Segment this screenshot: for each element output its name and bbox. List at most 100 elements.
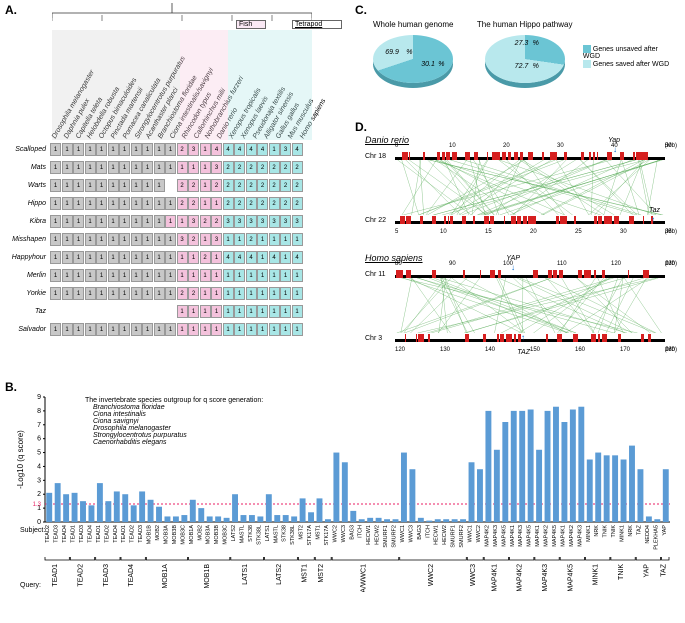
matrix-cell: 1	[119, 215, 130, 228]
matrix-cell: 1	[131, 161, 142, 174]
svg-text:MOB3B: MOB3B	[172, 525, 178, 545]
chr-mark	[463, 270, 465, 278]
matrix-cell: 1	[62, 251, 73, 264]
matrix-cell	[142, 305, 153, 318]
chr-mark	[594, 216, 598, 224]
matrix-cell: 1	[50, 179, 61, 192]
matrix-cell: 1	[50, 161, 61, 174]
danio-title: Danio rerio	[365, 135, 675, 145]
matrix-cell: 1	[223, 287, 234, 300]
matrix-cell: 1	[119, 197, 130, 210]
matrix-cell: 1	[96, 233, 107, 246]
chr-mark	[484, 216, 489, 224]
chr-mark	[640, 152, 644, 160]
taz-arrow2: ↑	[521, 333, 525, 342]
matrix-cell: 1	[96, 251, 107, 264]
svg-text:NEDD4: NEDD4	[645, 525, 651, 544]
svg-text:SMURF2: SMURF2	[392, 525, 398, 548]
svg-text:MAP4K5: MAP4K5	[501, 525, 507, 547]
svg-text:MAP4K3: MAP4K3	[542, 564, 549, 592]
chr-mark	[491, 216, 493, 224]
matrix-cell: 1	[108, 215, 119, 228]
chr-mark	[641, 334, 644, 342]
matrix-cell: 1	[50, 287, 61, 300]
panel-d-label: D.	[355, 120, 367, 134]
matrix-cell: 3	[223, 215, 234, 228]
matrix-cell	[165, 179, 176, 192]
svg-text:MOB3B: MOB3B	[214, 525, 220, 545]
svg-text:TEAD4: TEAD4	[62, 525, 68, 543]
scale-tick: 20	[503, 143, 510, 149]
matrix-cell: 1	[211, 323, 222, 336]
pie2-pct1: 27.3	[515, 40, 529, 47]
matrix-cell: 1	[257, 251, 268, 264]
matrix-cell	[96, 305, 107, 318]
matrix-cell: 1	[73, 233, 84, 246]
matrix-cell: 1	[108, 197, 119, 210]
gene-matrix: Scalloped1111111111123144444134Mats11111…	[50, 140, 310, 338]
matrix-cell: 1	[50, 215, 61, 228]
svg-text:7: 7	[37, 422, 41, 429]
matrix-cell: 4	[257, 143, 268, 156]
chr-mark	[607, 152, 612, 160]
matrix-cell: 1	[200, 197, 211, 210]
scale-tick: 10	[440, 229, 447, 235]
matrix-cell: 1	[62, 233, 73, 246]
svg-text:STK38: STK38	[248, 525, 254, 542]
chr-mark	[557, 334, 561, 342]
svg-text:HECW2: HECW2	[442, 525, 448, 545]
chr-mark	[537, 270, 538, 278]
svg-text:HECW1: HECW1	[434, 525, 440, 545]
matrix-cell: 1	[154, 251, 165, 264]
outgroup-species: Caenorhabditis elegans	[93, 439, 263, 446]
matrix-cell: 1	[165, 215, 176, 228]
matrix-cell: 1	[73, 161, 84, 174]
svg-text:0: 0	[37, 519, 41, 526]
matrix-cell: 1	[200, 233, 211, 246]
matrix-cell: 1	[269, 287, 280, 300]
matrix-cell: 4	[211, 143, 222, 156]
chr-mark	[550, 152, 552, 160]
svg-text:MAP4K2: MAP4K2	[544, 525, 550, 547]
gene-row-merlin: Merlin1111111111111111111111	[50, 266, 310, 284]
chr-mark	[648, 334, 651, 342]
legend-unsaved: Genes unsaved after WGD	[583, 45, 670, 60]
chr-mark	[573, 334, 578, 342]
matrix-cell: 1	[96, 323, 107, 336]
chr-mark	[396, 270, 401, 278]
matrix-cell: 1	[96, 269, 107, 282]
gene-row-scalloped: Scalloped1111111111123144444134	[50, 140, 310, 158]
matrix-cell: 1	[142, 233, 153, 246]
scale-tick: 120	[611, 261, 621, 267]
svg-text:MOB3A: MOB3A	[206, 525, 212, 545]
gene-label: Misshapen	[2, 236, 50, 243]
matrix-cell: 3	[280, 143, 291, 156]
matrix-cell: 1	[154, 215, 165, 228]
gene-row-warts: Warts111111111122122222222	[50, 176, 310, 194]
matrix-cell: 1	[50, 197, 61, 210]
matrix-cell: 2	[177, 287, 188, 300]
scale-tick: 25	[575, 229, 582, 235]
homo-chr2: Chr 3	[365, 335, 382, 342]
matrix-cell	[85, 305, 96, 318]
svg-text:YAP: YAP	[662, 525, 668, 536]
svg-text:MASTL: MASTL	[239, 525, 245, 543]
pie1: 69.9% 30.1%	[373, 35, 453, 83]
matrix-cell: 1	[62, 197, 73, 210]
matrix-cell: 4	[246, 251, 257, 264]
chr-mark	[501, 334, 504, 342]
homo-chr1: Chr 11	[365, 271, 386, 278]
matrix-cell: 1	[131, 233, 142, 246]
chr-mark	[483, 334, 486, 342]
matrix-cell: 1	[292, 323, 303, 336]
matrix-cell: 1	[200, 287, 211, 300]
svg-text:TEAD1: TEAD1	[52, 564, 59, 587]
gene-label: Mats	[2, 164, 50, 171]
svg-text:-Log10 (q score): -Log10 (q score)	[16, 430, 25, 489]
svg-text:MOB1B: MOB1B	[204, 564, 211, 589]
svg-text:MAP4K1: MAP4K1	[535, 525, 541, 547]
matrix-cell: 2	[280, 179, 291, 192]
matrix-cell: 3	[211, 161, 222, 174]
svg-text:8: 8	[37, 408, 41, 415]
matrix-cell: 3	[234, 215, 245, 228]
